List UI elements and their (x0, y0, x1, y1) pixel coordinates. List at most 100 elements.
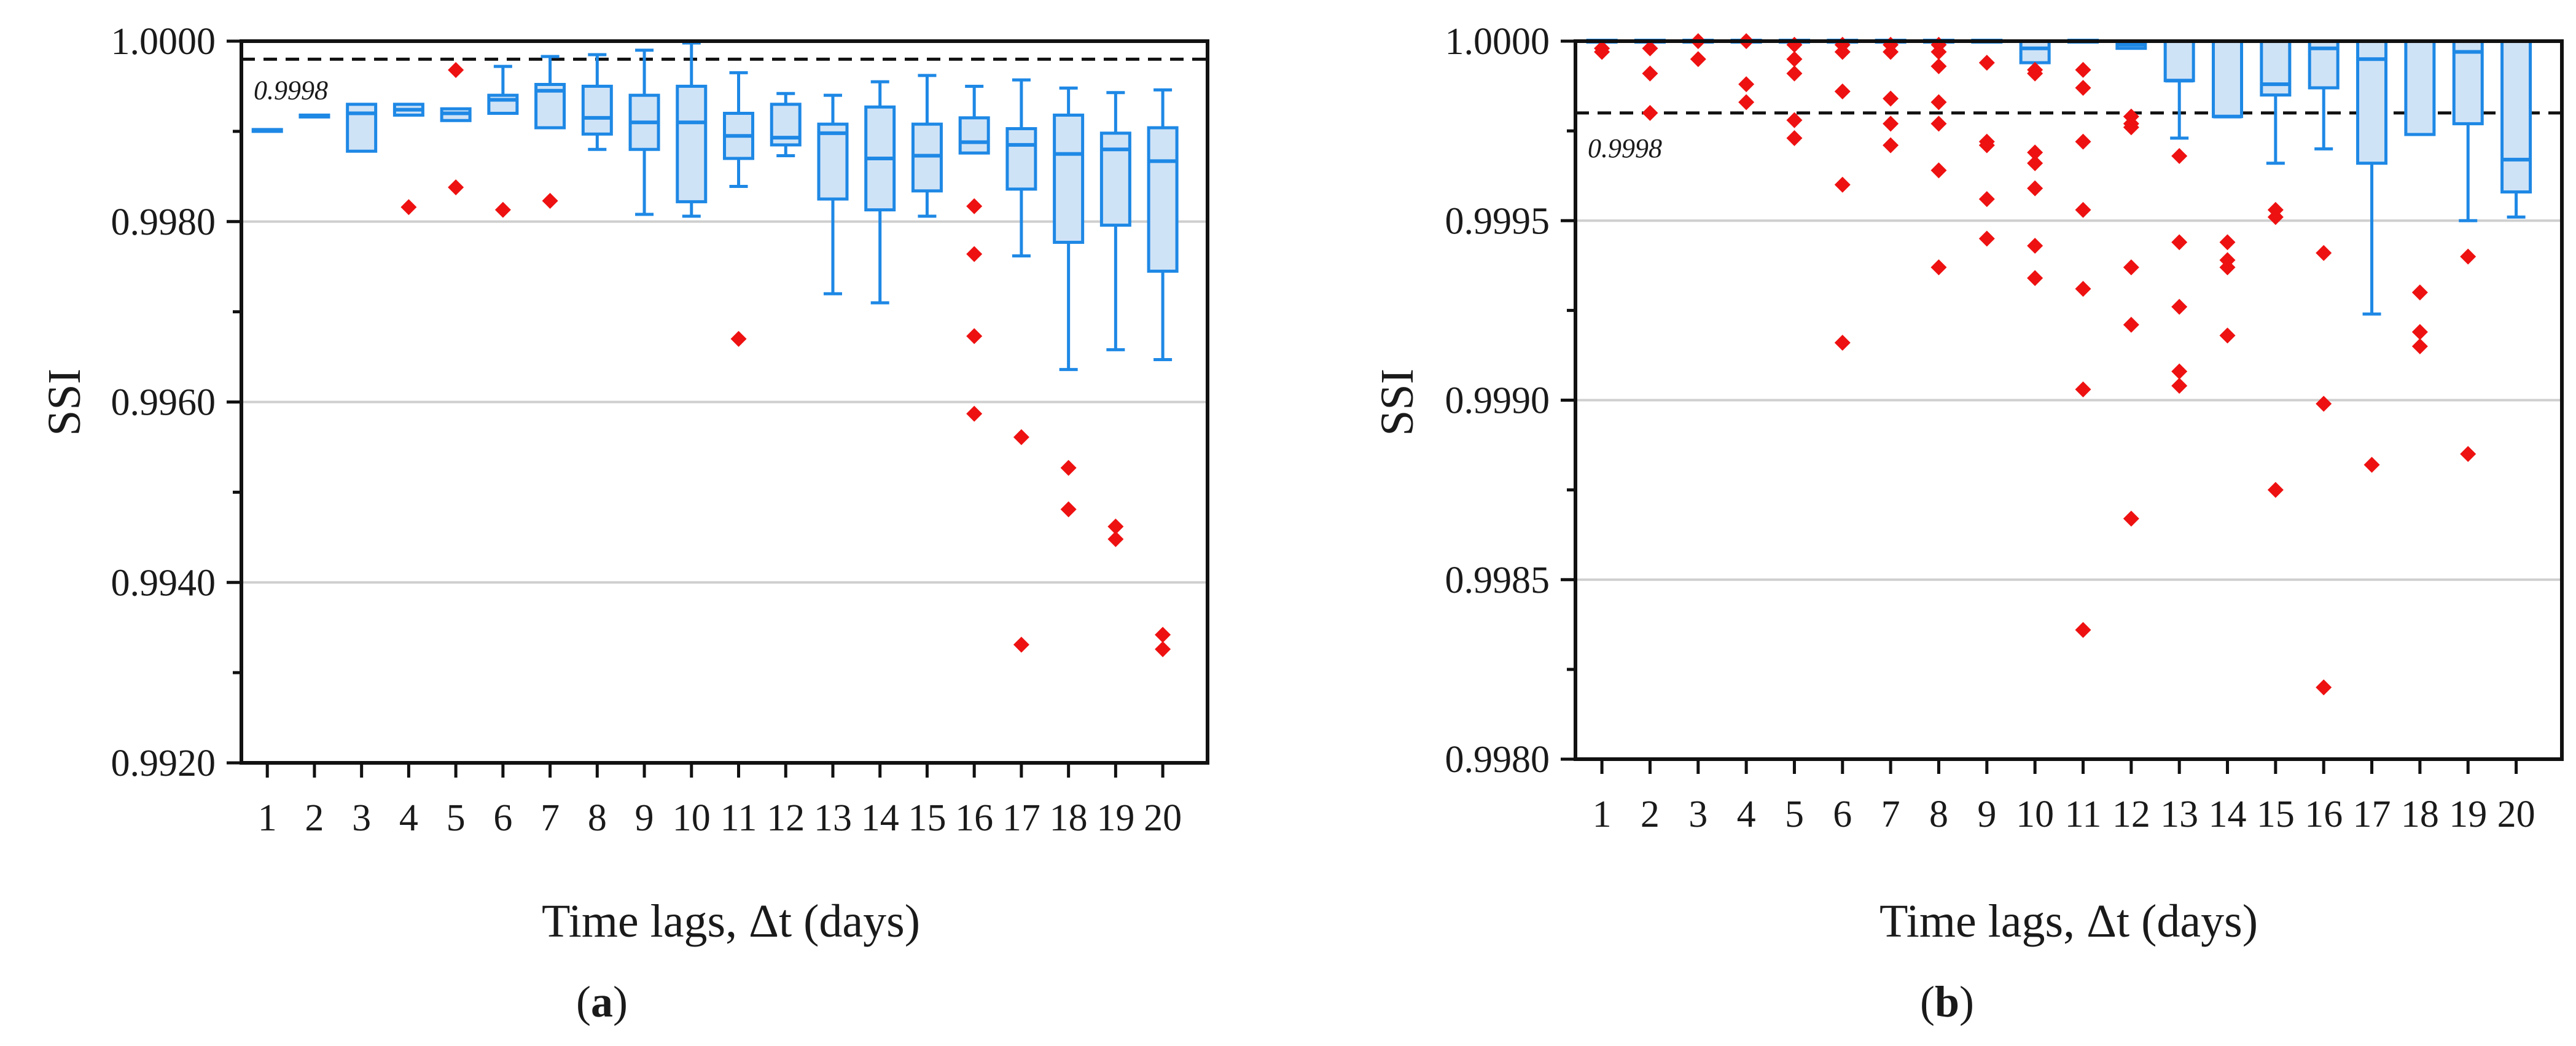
panel-b-outlier-point (1786, 112, 1803, 128)
panel-b-x-tick-label: 12 (2112, 794, 2150, 835)
panel-b-outlier-point (2123, 316, 2139, 333)
panel-b-y-tick-label: 0.9985 (1445, 560, 1550, 601)
panel-b-outlier-point (2123, 119, 2139, 136)
panel-b-outlier-point (2171, 378, 2188, 394)
panel-b-outlier-point (1930, 259, 1947, 276)
panel-b-outlier-point (1930, 162, 1947, 179)
panel-b-outlier-point (1834, 44, 1851, 60)
panel-a-box-10 (676, 84, 708, 203)
panel-a-x-axis-title: Time lags, Δt (days) (542, 896, 920, 947)
panel-b-outlier-point (1594, 44, 1610, 60)
panel-a-outliers (400, 62, 1171, 657)
panel-b-box-14 (2212, 39, 2244, 119)
panel-a-outlier-point (730, 330, 747, 347)
panel-b-outlier-point (1978, 55, 1995, 71)
panel-b-outlier-point (2460, 446, 2476, 463)
panel-a-box-20 (1147, 126, 1179, 273)
panel-b-outlier-point (2171, 234, 2188, 251)
panel-b-outlier-point (2027, 238, 2043, 254)
panel-a-x-tick-label: 17 (1002, 797, 1040, 839)
panel-a-outlier-point (966, 246, 983, 262)
panel-a-x-tick-label: 7 (541, 797, 560, 839)
panel-a-outlier-point (1155, 641, 1171, 657)
panel-a-outlier-point (1107, 531, 1124, 547)
panel-b-outlier-point (1883, 115, 1899, 132)
panel-b-outlier-point (1690, 51, 1706, 68)
panel-b-outlier-point (1834, 83, 1851, 100)
panel-a-box-3 (346, 103, 378, 153)
panel-b-outlier-point (1834, 176, 1851, 193)
panel-b-outlier-point (2123, 259, 2139, 276)
panel-a-box-19 (1099, 131, 1131, 227)
panel-b-outlier-point (2219, 259, 2236, 276)
panel-a-x-tick-label: 13 (814, 797, 852, 839)
panel-b-y-tick-label: 0.9980 (1445, 739, 1550, 781)
panel-a-caption-letter: a (591, 977, 613, 1026)
panel-b-outlier-point (1978, 230, 1995, 247)
panel-b-outlier-point (2219, 234, 2236, 251)
panel-b-x-tick-label: 3 (1688, 794, 1708, 835)
panel-b-outlier-point (2219, 327, 2236, 344)
panel-b-x-tick-label: 19 (2449, 794, 2487, 835)
panel-b-x-tick-label: 16 (2305, 794, 2343, 835)
panel-b-outlier-point (1978, 191, 1995, 208)
panel-b-outlier-point (1883, 137, 1899, 154)
panel-b-outlier-point (1978, 137, 1995, 154)
panel-b-outlier-point (2027, 270, 2043, 286)
panel-b-outlier-point (1930, 58, 1947, 74)
panel-b-x-tick-label: 4 (1737, 794, 1756, 835)
panel-b-outlier-point (2363, 456, 2380, 473)
panel-b-outlier-point (1642, 65, 1658, 82)
panel-b-outlier-point (2123, 510, 2139, 527)
panel-a-x-tick-label: 6 (493, 797, 512, 839)
panel-a-x-tick-label: 14 (861, 797, 899, 839)
panel-b-outlier-point (1930, 44, 1947, 60)
panel-a-y-tick-label: 0.9920 (111, 743, 216, 784)
panel-a-outlier-point (542, 192, 558, 209)
panel-a-x-tick-label: 3 (352, 797, 371, 839)
panel-b-x-tick-label: 13 (2160, 794, 2198, 835)
panel-a-outlier-point (400, 199, 417, 216)
panel-b-outlier-point (2316, 244, 2332, 261)
panel-b-outlier-point (1883, 44, 1899, 60)
panel-a-x-ticks: 1 2 3 4 5 6 7 8 9 10 11 12 13 14 15 16 17 18 19 20 (258, 763, 1182, 839)
panel-a-x-tick-label: 4 (399, 797, 418, 839)
panel-a-y-tick-label: 0.9940 (111, 562, 216, 604)
panel-a-box-13 (817, 122, 849, 201)
panel-b-x-tick-label: 11 (2065, 794, 2102, 835)
panel-b-box-10 (2019, 39, 2051, 64)
panel-b-caption-close: ) (1959, 977, 1974, 1026)
panel-a-reference: 0.9998 (241, 57, 1208, 105)
panel-b-x-tick-label: 18 (2401, 794, 2439, 835)
panel-b-reference-label: 0.9998 (1588, 133, 1662, 163)
panel-a-outlier-point (1107, 518, 1124, 535)
panel-b-x-ticks: 1 2 3 4 5 6 7 8 9 10 11 12 13 14 15 16 17 18 19 20 (1593, 759, 2535, 835)
panel-b-y-tick-label: 0.9990 (1445, 380, 1550, 422)
panel-b-outlier-point (1738, 94, 1755, 111)
panel-a-box-8 (581, 84, 613, 136)
panel-b-x-tick-label: 9 (1977, 794, 1996, 835)
panel-b-outlier-point (2027, 144, 2043, 161)
panel-b-outlier-point (2411, 324, 2428, 340)
panel-b-x-tick-label: 10 (2016, 794, 2054, 835)
panel-b-outlier-point (2171, 299, 2188, 315)
panel-a-x-tick-label: 20 (1144, 797, 1182, 839)
panel-a-outlier-point (1013, 429, 1029, 445)
panel-b-outlier-point (2075, 133, 2091, 150)
panel-a-x-tick-label: 18 (1050, 797, 1088, 839)
panel-a-x-tick-label: 11 (720, 797, 757, 839)
panel-a-x-tick-label: 1 (258, 797, 277, 839)
panel-b-x-axis-title: Time lags, Δt (days) (1879, 896, 2258, 947)
panel-b-outlier-point (2171, 363, 2188, 380)
panel-a-x-tick-label: 8 (588, 797, 607, 839)
panel-b-outlier-point (2075, 201, 2091, 218)
panel-a-reference-label: 0.9998 (254, 75, 328, 105)
panel-a-outlier-point (966, 405, 983, 422)
panel-a-y-tick-label: 1.0000 (111, 21, 216, 63)
panel-b-outlier-point (2075, 61, 2091, 78)
panel-b-outlier-point (2027, 65, 2043, 82)
panel-b-y-ticks: 0.9980 0.9985 0.9990 0.9995 1.0000 (1445, 21, 1575, 781)
panel-a-outlier-point (966, 198, 983, 214)
panel-b-outlier-point (2460, 248, 2476, 265)
panel-b-outlier-point (2267, 209, 2284, 225)
